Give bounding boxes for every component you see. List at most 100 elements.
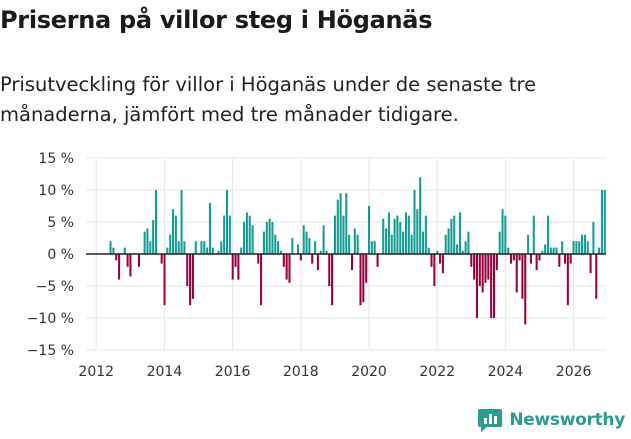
chart-subtitle: Prisutveckling för villor i Höganäs unde… [0, 73, 537, 126]
bar-chart: −15 % −10 % −5 % 0 % 5 % 10 % 15 % 2012 2014 2016… [27, 145, 622, 380]
chart-title: Priserna på villor steg i Höganäs [0, 6, 433, 34]
brand-name: Newsworthy [509, 410, 625, 430]
data-bar [478, 254, 481, 286]
x-tick-label: 2018 [283, 364, 319, 380]
data-bar [416, 209, 419, 254]
data-bar [362, 254, 365, 302]
data-bar [186, 254, 189, 286]
data-bar [507, 247, 510, 254]
data-bar [421, 231, 425, 254]
data-bar [143, 231, 146, 254]
data-bar [581, 234, 584, 254]
data-bar [180, 190, 183, 254]
data-bar [126, 254, 129, 267]
data-bar [308, 238, 311, 254]
data-bar [169, 234, 172, 254]
data-bar [558, 254, 561, 267]
data-bar [118, 254, 121, 280]
data-bar [575, 241, 578, 254]
data-bar [595, 254, 598, 299]
data-bar [492, 254, 496, 318]
data-bar [385, 228, 388, 254]
data-bar [490, 254, 493, 318]
data-bar [373, 241, 376, 254]
data-bar [237, 254, 240, 280]
data-bar [314, 241, 317, 254]
data-bar [299, 254, 302, 261]
data-bar [251, 225, 254, 254]
data-bar [504, 215, 507, 254]
data-bar [328, 254, 331, 286]
data-bar [223, 215, 226, 254]
data-bar [402, 231, 405, 254]
data-bar [413, 190, 416, 254]
data-bar [137, 254, 140, 267]
data-bar [353, 228, 356, 254]
data-bar [302, 225, 305, 254]
data-bar [228, 215, 231, 254]
data-bar [600, 190, 603, 254]
data-bar [350, 254, 354, 270]
data-bar [535, 254, 538, 270]
data-bar [345, 193, 348, 254]
y-tick-label: −15 % [27, 343, 74, 359]
data-bar [279, 250, 282, 254]
data-bar [240, 247, 243, 254]
x-tick-label: 2024 [488, 364, 524, 380]
data-bar [589, 254, 592, 274]
data-bar [231, 254, 234, 280]
data-bar [510, 254, 513, 264]
y-tick-label: 0 % [47, 247, 74, 263]
data-bar [154, 190, 158, 254]
data-bar [404, 212, 407, 254]
data-bar [387, 212, 390, 254]
data-bar [217, 250, 220, 254]
data-bar [498, 231, 501, 254]
data-bar [129, 254, 132, 277]
data-bar [149, 241, 152, 254]
brand-logo[interactable]: Newsworthy [477, 407, 625, 433]
data-bar [552, 247, 555, 254]
data-bar [333, 215, 336, 254]
data-bar [487, 254, 490, 280]
data-bar [365, 254, 368, 283]
data-bar [407, 215, 410, 254]
data-label: 10 % [589, 145, 622, 149]
data-bar [288, 254, 291, 283]
data-bar [208, 202, 211, 254]
data-bar [163, 254, 166, 306]
data-bar [206, 247, 209, 254]
data-bar [322, 225, 325, 254]
data-bar [277, 241, 280, 254]
data-bar [456, 244, 459, 254]
data-bar [123, 247, 126, 254]
data-bar [518, 254, 521, 261]
data-bar [424, 215, 427, 254]
data-bar [166, 247, 169, 254]
data-bar [291, 238, 294, 254]
data-bar [495, 254, 498, 270]
data-bar [225, 190, 229, 254]
data-bar [524, 254, 527, 325]
data-bar [470, 254, 473, 267]
data-bar [433, 254, 436, 286]
data-bar [529, 254, 532, 264]
data-bar [262, 231, 265, 254]
data-bar [382, 218, 385, 254]
data-bar [464, 241, 467, 254]
data-bar [549, 247, 552, 254]
data-bar [538, 254, 541, 261]
data-bar [339, 193, 342, 254]
data-bar [331, 254, 334, 306]
data-bar [515, 254, 518, 293]
y-tick-label: 5 % [47, 215, 74, 231]
data-bar [512, 254, 515, 261]
x-tick-label: 2014 [147, 364, 183, 380]
data-bar [109, 241, 112, 254]
data-bar [177, 241, 180, 254]
data-bar [257, 254, 260, 264]
data-bar [248, 215, 251, 254]
data-bar [189, 254, 192, 306]
data-bar [481, 254, 484, 293]
data-bar [546, 215, 549, 254]
